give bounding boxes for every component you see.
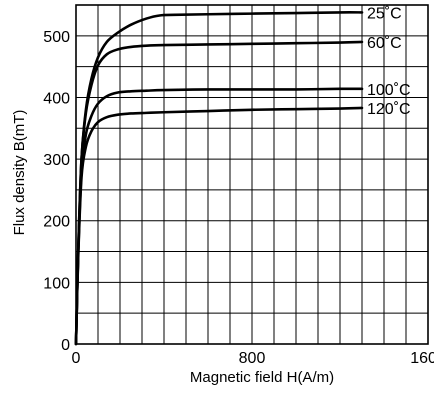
series-label-3: 120˚C (367, 101, 411, 118)
y-tick-label: 300 (43, 152, 70, 169)
y-tick-label: 100 (43, 275, 70, 292)
series-label-0: 25˚C (367, 5, 402, 22)
plot-frame (75, 4, 429, 345)
series-line-0 (74, 11, 364, 346)
series-label-1: 60˚C (367, 35, 402, 52)
y-tick-label: 400 (43, 90, 70, 107)
x-axis-title: Magnetic field H(A/m) (190, 369, 334, 386)
series-line-1 (74, 40, 364, 346)
y-tick-label: 500 (43, 29, 70, 46)
x-tick-label: 0 (72, 350, 81, 367)
curves (74, 11, 364, 346)
x-tick-label: 800 (239, 350, 266, 367)
y-axis-title: Flux density B(mT) (11, 110, 28, 236)
grid (75, 4, 429, 345)
y-tick-label: 0 (61, 337, 70, 354)
series-label-2: 100˚C (367, 82, 411, 99)
series-line-2 (74, 87, 364, 346)
series-line-3 (74, 106, 364, 346)
y-tick-label: 200 (43, 214, 70, 231)
series-labels: 25˚C 60˚C 100˚C 120˚C (367, 5, 411, 118)
